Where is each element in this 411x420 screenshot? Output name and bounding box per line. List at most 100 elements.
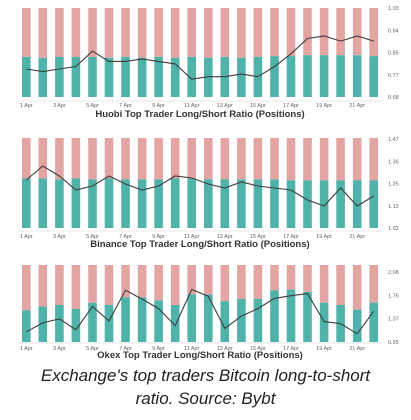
okex-long-bar	[187, 294, 196, 342]
binance-long-bar	[22, 178, 31, 228]
binance-x-tick-label: 9 Apr	[152, 234, 165, 240]
okex-long-bar	[88, 302, 97, 342]
huobi-y-tick-label: 0.68	[388, 95, 399, 101]
binance-chart: 1 Apr 3 Apr 5 Apr 7 Apr 9 Apr 11 Apr 13 Apr 15 …	[18, 137, 399, 250]
huobi-short-bar	[286, 8, 296, 57]
binance-x-tick-label: 3 Apr	[53, 234, 66, 240]
okex-x-tick-label: 17 Apr	[283, 346, 299, 352]
okex-long-bar	[270, 290, 279, 342]
binance-long-bar	[220, 179, 230, 228]
huobi-short-bar	[55, 8, 64, 57]
okex-short-bar	[286, 265, 296, 290]
caption-line-2: ratio. Source: Bybt	[135, 389, 276, 408]
binance-y-tick-label: 1.47	[388, 137, 399, 143]
binance-short-bar	[88, 138, 97, 180]
binance-long-bar	[319, 180, 329, 228]
okex-long-bar	[352, 309, 362, 342]
binance-chart-title: Binance Top Trader Long/Short Ratio (Pos…	[90, 239, 309, 250]
huobi-short-bar	[369, 8, 378, 57]
huobi-y-tick-label: 0.94	[388, 28, 399, 34]
huobi-short-bar	[220, 8, 230, 57]
okex-x-tick-label: 13 Apr	[217, 346, 233, 352]
huobi-y-tick-label: 1.03	[388, 6, 399, 12]
huobi-long-bar	[204, 57, 213, 97]
huobi-x-tick-label: 19 Apr	[316, 103, 332, 109]
huobi-long-bar	[71, 56, 81, 97]
huobi-short-bar	[170, 8, 180, 58]
binance-long-bar	[303, 180, 312, 228]
binance-long-bar	[270, 179, 279, 228]
huobi-short-bar	[253, 8, 263, 57]
okex-long-bar	[38, 306, 48, 342]
okex-y-tick-label: 0.95	[388, 340, 399, 346]
binance-chart-panel: 1 Apr 3 Apr 5 Apr 7 Apr 9 Apr 11 Apr 13 Apr 15 …	[0, 130, 411, 252]
huobi-long-bar	[55, 56, 64, 97]
binance-long-bar	[55, 179, 64, 228]
binance-short-bar	[204, 138, 213, 180]
binance-x-tick-label: 7 Apr	[119, 234, 132, 240]
okex-y-tick-label: 1.37	[388, 317, 399, 323]
huobi-x-tick-label: 15 Apr	[250, 103, 266, 109]
huobi-long-bar	[237, 57, 246, 97]
okex-short-bar	[71, 265, 81, 309]
binance-long-bar	[104, 178, 114, 228]
huobi-short-bar	[303, 8, 312, 56]
okex-short-bar	[220, 265, 230, 302]
huobi-x-tick-label: 11 Apr	[184, 103, 200, 109]
huobi-long-bar	[187, 56, 196, 97]
binance-short-bar	[319, 138, 329, 181]
binance-short-bar	[22, 138, 31, 179]
okex-short-bar	[88, 265, 97, 303]
binance-short-bar	[104, 138, 114, 179]
huobi-short-bar	[336, 8, 345, 56]
okex-chart-title: Okex Top Trader Long/Short Ratio (Positi…	[97, 350, 303, 361]
okex-x-tick-label: 1 Apr	[20, 346, 33, 352]
huobi-short-bar	[121, 8, 130, 57]
huobi-long-bar	[303, 55, 312, 97]
huobi-x-tick-label: 3 Apr	[53, 103, 66, 109]
okex-long-bar	[71, 308, 81, 342]
okex-long-bar	[220, 301, 230, 342]
huobi-x-tick-label: 1 Apr	[20, 103, 33, 109]
binance-long-bar	[286, 180, 296, 228]
binance-x-tick-label: 5 Apr	[86, 234, 99, 240]
binance-x-tick-label: 11 Apr	[184, 234, 200, 240]
okex-long-bar	[319, 302, 329, 342]
huobi-x-tick-label: 9 Apr	[152, 103, 165, 109]
huobi-long-bar	[270, 56, 279, 97]
okex-long-bar	[303, 291, 312, 342]
binance-long-bar	[369, 180, 378, 228]
huobi-short-bar	[88, 8, 97, 57]
okex-x-tick-label: 5 Apr	[86, 346, 99, 352]
okex-long-bar	[204, 294, 213, 342]
okex-short-bar	[336, 265, 345, 305]
huobi-long-bar	[121, 56, 130, 97]
huobi-short-bar	[237, 8, 246, 58]
huobi-short-bar	[22, 8, 31, 57]
binance-long-bar	[204, 179, 213, 228]
okex-x-tick-label: 21 Apr	[349, 346, 365, 352]
binance-short-bar	[154, 138, 163, 180]
binance-long-bar	[121, 179, 130, 228]
huobi-ratio-line	[26, 35, 374, 80]
binance-short-bar	[121, 138, 130, 180]
okex-short-bar	[38, 265, 48, 307]
huobi-x-tick-label: 21 Apr	[349, 103, 365, 109]
huobi-short-bar	[319, 8, 329, 56]
binance-ratio-line	[25, 165, 374, 207]
huobi-short-bar	[71, 8, 81, 57]
binance-long-bar	[336, 180, 345, 228]
huobi-long-bar	[104, 57, 114, 97]
huobi-short-bar	[104, 8, 114, 58]
okex-short-bar	[187, 265, 196, 295]
binance-short-bar	[303, 138, 312, 181]
binance-x-tick-label: 13 Apr	[217, 234, 233, 240]
binance-short-bar	[253, 138, 263, 180]
binance-long-bar	[187, 178, 196, 228]
binance-long-bar	[170, 178, 180, 228]
okex-short-bar	[303, 265, 312, 292]
okex-long-bar	[369, 302, 378, 342]
okex-long-bar	[170, 305, 180, 342]
binance-long-bar	[154, 179, 163, 228]
huobi-chart: 1 Apr 3 Apr 5 Apr 7 Apr 9 Apr 11 Apr 13 Apr 15 …	[18, 6, 399, 120]
